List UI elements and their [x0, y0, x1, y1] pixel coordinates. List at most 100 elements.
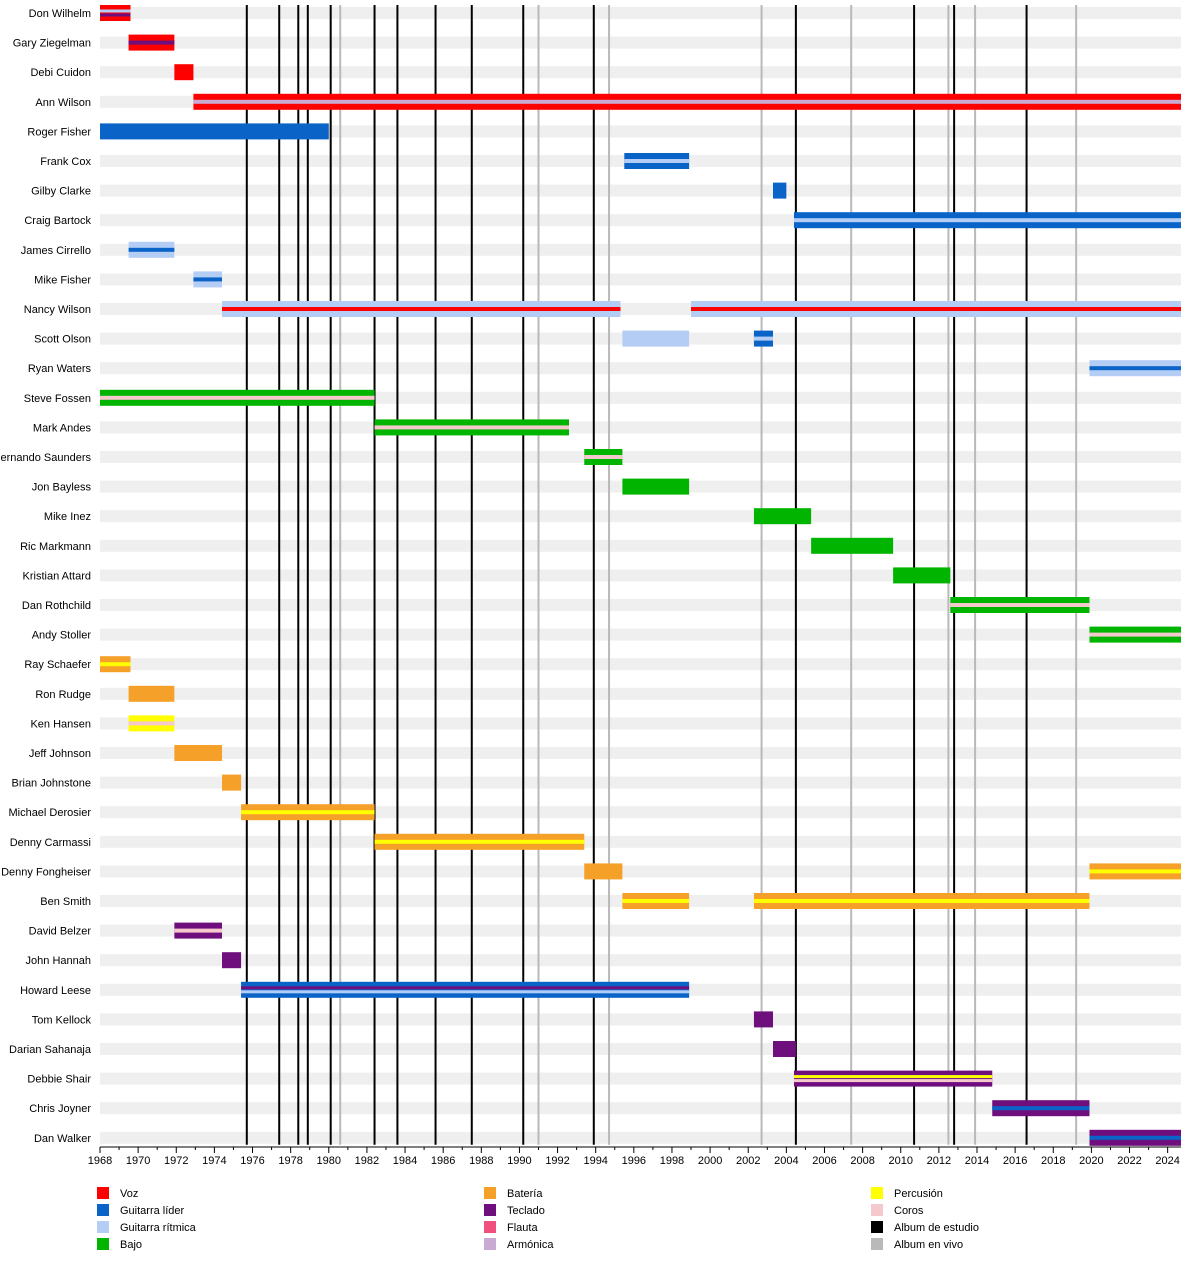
x-axis-tick-label: 2014 [965, 1155, 989, 1167]
legend-swatch [871, 1187, 883, 1199]
legend-swatch [871, 1221, 883, 1233]
legend-label: Album en vivo [894, 1239, 963, 1251]
x-axis-tick-label: 1998 [660, 1155, 684, 1167]
x-axis-tick-label: 1976 [240, 1155, 264, 1167]
member-name-label: Craig Bartock [24, 215, 91, 227]
member-period-bar [753, 508, 812, 525]
member-period-stripe [193, 99, 1182, 104]
row-background [100, 865, 1181, 878]
member-period-bar [622, 478, 690, 495]
member-name-label: Gilby Clarke [31, 186, 91, 198]
row-background [100, 184, 1181, 197]
legend-swatch [484, 1204, 496, 1216]
member-name-label: Tom Kellock [32, 1014, 92, 1026]
x-axis-tick-label: 1970 [126, 1155, 150, 1167]
x-axis-tick-label: 2012 [927, 1155, 951, 1167]
legend-label: Album de estudio [894, 1222, 979, 1234]
legend-label: Guitarra líder [120, 1205, 185, 1217]
member-period-stripe [128, 40, 175, 45]
member-name-label: Ric Markmann [20, 541, 91, 553]
member-period-stripe [174, 928, 223, 933]
member-name-label: Mark Andes [33, 422, 92, 434]
legend-swatch [484, 1187, 496, 1199]
member-name-label: Mike Inez [44, 511, 91, 523]
row-background [100, 36, 1181, 49]
member-period-stripe [193, 277, 223, 282]
member-period-stripe [1089, 869, 1181, 874]
member-period-stripe [753, 899, 1090, 903]
member-name-label: Darian Sahanaja [9, 1044, 92, 1056]
member-period-stripe [241, 810, 375, 815]
legend-label: Voz [120, 1188, 138, 1200]
member-period-bar [174, 64, 194, 81]
member-name-label: Denny Carmassi [10, 837, 91, 849]
x-axis-tick-label: 2000 [698, 1155, 722, 1167]
member-period-bar [584, 863, 623, 880]
legend-label: Coros [894, 1205, 924, 1217]
x-axis-tick-label: 2006 [812, 1155, 836, 1167]
row-background [100, 687, 1181, 700]
legend-swatch [97, 1204, 109, 1216]
member-period-stripe [793, 218, 1181, 223]
member-name-label: Jeff Johnson [29, 748, 91, 760]
member-name-label: John Hannah [26, 955, 91, 967]
member-period-stripe [222, 307, 621, 311]
member-period-stripe [374, 425, 570, 430]
member-name-label: Andy Stoller [32, 630, 92, 642]
row-background [100, 66, 1181, 79]
row-background [100, 628, 1181, 641]
member-name-label: Ken Hansen [30, 718, 91, 730]
member-name-label: Debi Cuidon [30, 67, 91, 79]
member-period-stripe [100, 395, 375, 400]
row-background [100, 362, 1181, 375]
legend-swatch [484, 1221, 496, 1233]
row-background [100, 421, 1181, 434]
member-period-bar [222, 952, 242, 969]
member-period-bar [128, 685, 175, 702]
legend-label: Armónica [507, 1239, 554, 1251]
row-background [100, 599, 1181, 611]
member-name-label: Gary Ziegelman [13, 38, 91, 50]
member-period-bar [793, 1070, 993, 1087]
member-name-label: Roger Fisher [27, 126, 91, 138]
row-background [100, 835, 1181, 848]
x-axis-tick-label: 1968 [88, 1155, 112, 1167]
row-background [100, 954, 1181, 967]
member-name-label: Ben Smith [40, 896, 91, 908]
x-axis-tick-label: 1990 [507, 1155, 531, 1167]
legend: Voz Guitarra líder Guitarra rítmica Bajo Bat… [97, 1187, 979, 1251]
member-period-bar [811, 537, 894, 554]
member-name-label: Dan Rothchild [22, 600, 91, 612]
member-name-label: Don Wilhelm [29, 8, 91, 20]
member-name-label: Debbie Shair [27, 1074, 91, 1086]
row-background [100, 1043, 1181, 1055]
member-name-label: Kristian Attard [23, 570, 91, 582]
x-axis-tick-label: 2016 [1003, 1155, 1027, 1167]
x-axis-tick-label: 2008 [850, 1155, 874, 1167]
member-period-stripe [584, 455, 623, 459]
legend-label: Guitarra rítmica [120, 1222, 197, 1234]
member-period-stripe [992, 1106, 1090, 1111]
x-axis-tick-label: 2010 [888, 1155, 912, 1167]
member-name-label: Ron Rudge [35, 689, 91, 701]
member-name-label: Howard Leese [20, 985, 91, 997]
member-name-label: Denny Fongheiser [1, 866, 91, 878]
member-period-stripe [128, 721, 175, 726]
member-name-label: Frank Cox [40, 156, 91, 168]
member-period-bar [100, 5, 131, 21]
member-period-bar [622, 330, 690, 347]
member-bars-layer [100, 5, 1182, 1146]
row-background [100, 924, 1181, 937]
member-name-label: Scott Olson [34, 334, 91, 346]
member-name-label: Ann Wilson [35, 97, 91, 109]
row-background-layer [100, 7, 1181, 1144]
row-background [100, 243, 1181, 256]
member-period-stripe [374, 839, 585, 844]
member-period-bar [222, 774, 242, 791]
member-name-label: Mike Fisher [34, 274, 91, 286]
legend-swatch [97, 1221, 109, 1233]
member-name-label: Dan Walker [34, 1133, 91, 1145]
legend-label: Teclado [507, 1205, 545, 1217]
row-background [100, 125, 1181, 138]
